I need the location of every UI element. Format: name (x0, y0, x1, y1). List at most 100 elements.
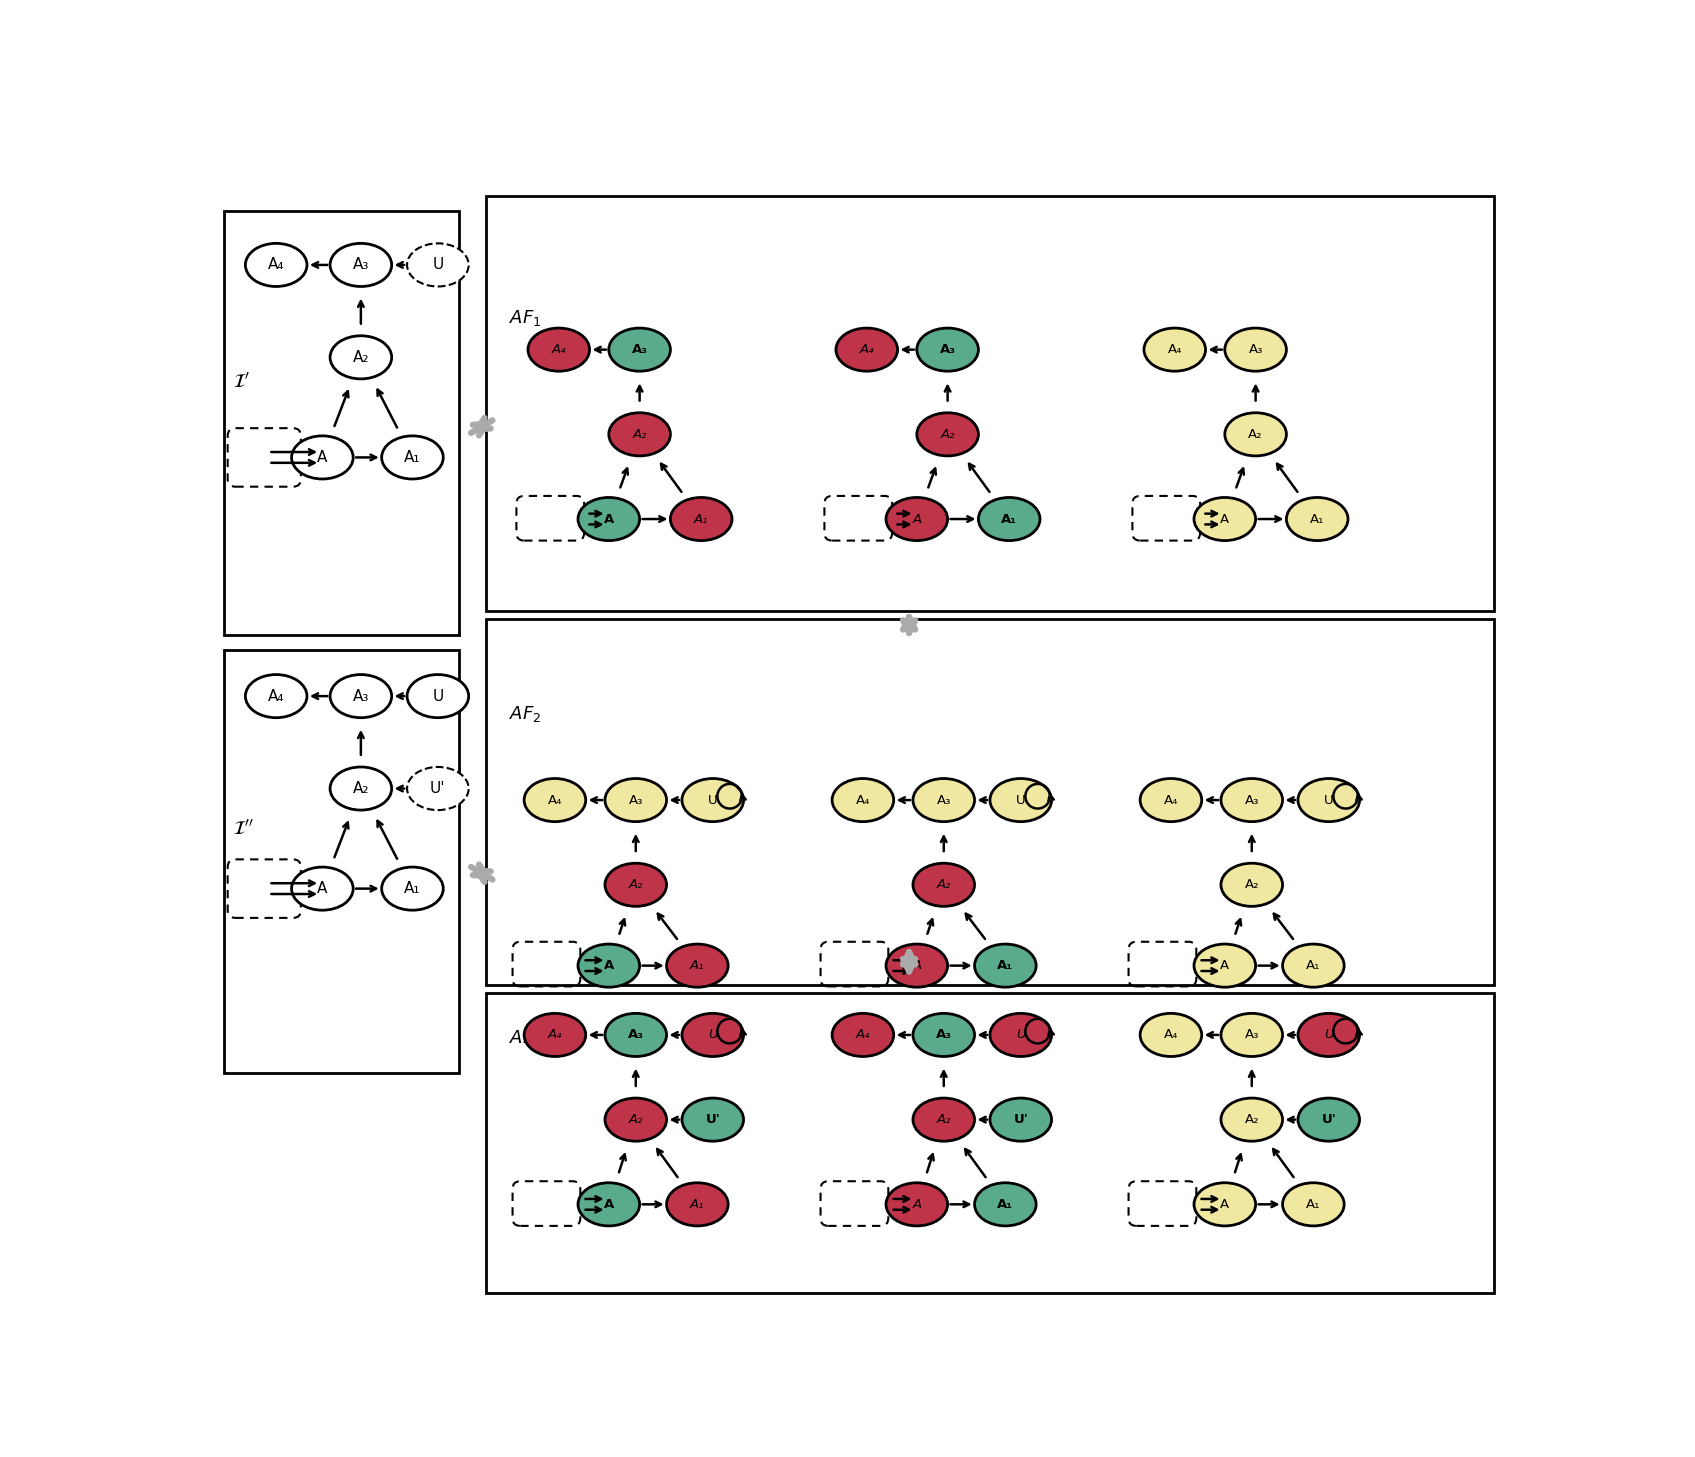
Text: U: U (709, 1029, 717, 1042)
Ellipse shape (681, 1099, 744, 1141)
Ellipse shape (246, 243, 307, 287)
Text: A₄: A₄ (551, 344, 566, 356)
Text: A₂: A₂ (629, 1113, 642, 1126)
Text: A₁: A₁ (1307, 959, 1320, 972)
Ellipse shape (1141, 778, 1202, 822)
Ellipse shape (681, 1014, 744, 1056)
Ellipse shape (331, 243, 392, 287)
Text: A₂: A₂ (629, 879, 642, 892)
Ellipse shape (914, 1014, 975, 1056)
Text: A₂: A₂ (353, 350, 370, 364)
Text: A₄: A₄ (268, 258, 285, 272)
Text: U: U (1015, 1029, 1025, 1042)
Ellipse shape (671, 497, 732, 541)
Text: A₄: A₄ (547, 1029, 563, 1042)
Text: A₂: A₂ (941, 428, 954, 441)
Ellipse shape (1283, 1183, 1344, 1225)
Text: A₃: A₃ (1244, 794, 1259, 807)
Ellipse shape (1298, 1014, 1359, 1056)
Text: A₂: A₂ (937, 1113, 951, 1126)
Ellipse shape (1220, 1014, 1283, 1056)
Text: A₄: A₄ (268, 689, 285, 704)
Text: A: A (317, 881, 327, 896)
Text: A₁: A₁ (693, 513, 709, 526)
Text: A₃: A₃ (1244, 1029, 1259, 1042)
Ellipse shape (381, 867, 444, 911)
Ellipse shape (1193, 944, 1256, 988)
Ellipse shape (331, 675, 392, 718)
Ellipse shape (917, 412, 978, 456)
Bar (485, 992, 1495, 1292)
Text: A: A (912, 513, 922, 526)
Text: U: U (1324, 1029, 1334, 1042)
Ellipse shape (605, 1014, 666, 1056)
Text: A₂: A₂ (1244, 1113, 1259, 1126)
Text: A₄: A₄ (1164, 794, 1178, 807)
Text: A₂: A₂ (1248, 428, 1263, 441)
Text: $\mathcal{I}''$: $\mathcal{I}''$ (232, 819, 254, 839)
Text: A₂: A₂ (1244, 879, 1259, 892)
Ellipse shape (524, 1014, 586, 1056)
Ellipse shape (832, 1014, 893, 1056)
Text: A₃: A₃ (353, 689, 370, 704)
Ellipse shape (914, 778, 975, 822)
Text: A₁: A₁ (997, 959, 1014, 972)
Text: A: A (912, 959, 922, 972)
Text: A₁: A₁ (997, 1198, 1014, 1211)
Text: $AF_3$: $AF_3$ (508, 1027, 541, 1048)
Text: U: U (1015, 794, 1025, 807)
Ellipse shape (609, 412, 671, 456)
Text: A₁: A₁ (690, 1198, 705, 1211)
Ellipse shape (990, 778, 1051, 822)
Ellipse shape (681, 778, 744, 822)
Text: U': U' (1322, 1113, 1336, 1126)
Text: A: A (603, 1198, 614, 1211)
Ellipse shape (407, 243, 470, 287)
Text: A₃: A₃ (627, 1029, 644, 1042)
Text: U': U' (705, 1113, 720, 1126)
Ellipse shape (578, 1183, 639, 1225)
Ellipse shape (975, 1183, 1036, 1225)
Ellipse shape (381, 436, 444, 479)
Ellipse shape (1220, 1099, 1283, 1141)
Ellipse shape (578, 944, 639, 988)
Ellipse shape (990, 1099, 1051, 1141)
Text: A₂: A₂ (632, 428, 647, 441)
Text: A₃: A₃ (353, 258, 370, 272)
Text: A₁: A₁ (1002, 513, 1017, 526)
Text: A₃: A₃ (936, 1029, 953, 1042)
Bar (224, 211, 459, 635)
Text: A₃: A₃ (629, 794, 642, 807)
Ellipse shape (407, 766, 470, 810)
Text: A₄: A₄ (547, 794, 563, 807)
Text: A₁: A₁ (403, 450, 420, 465)
Ellipse shape (666, 1183, 729, 1225)
Ellipse shape (605, 863, 666, 906)
Text: U: U (709, 794, 717, 807)
Ellipse shape (292, 436, 353, 479)
Ellipse shape (978, 497, 1041, 541)
Text: A₃: A₃ (1249, 344, 1263, 356)
Ellipse shape (605, 1099, 666, 1141)
Ellipse shape (1225, 412, 1287, 456)
Text: U: U (432, 689, 444, 704)
Text: $AF_2$: $AF_2$ (508, 704, 541, 724)
Text: A: A (603, 513, 614, 526)
Text: A₁: A₁ (403, 881, 420, 896)
Text: A₁: A₁ (1310, 513, 1324, 526)
Text: A: A (912, 1198, 922, 1211)
Text: A: A (1220, 959, 1229, 972)
Text: A: A (603, 959, 614, 972)
Ellipse shape (609, 328, 671, 372)
Text: A₃: A₃ (632, 344, 647, 356)
Ellipse shape (886, 497, 948, 541)
Text: U: U (1324, 794, 1334, 807)
Text: $\mathcal{I}'$: $\mathcal{I}'$ (232, 372, 251, 392)
Ellipse shape (886, 944, 948, 988)
Ellipse shape (886, 1183, 948, 1225)
Ellipse shape (1193, 1183, 1256, 1225)
Text: A₃: A₃ (937, 794, 951, 807)
Ellipse shape (914, 1099, 975, 1141)
Ellipse shape (832, 778, 893, 822)
Text: A₂: A₂ (353, 781, 370, 796)
